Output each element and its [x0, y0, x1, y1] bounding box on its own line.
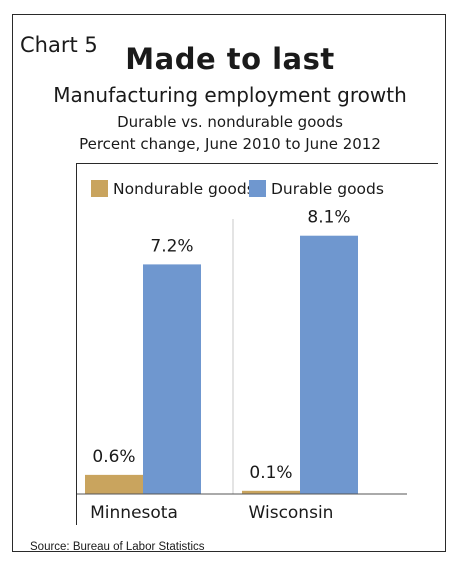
legend-swatch-nondurable [91, 180, 108, 197]
data-label-wisconsin-nondurable: 0.1% [249, 463, 292, 483]
chart-subtitle: Manufacturing employment growth [53, 83, 407, 107]
category-label-wisconsin: Wisconsin [249, 503, 334, 523]
source-note: Source: Bureau of Labor Statistics [30, 541, 205, 553]
legend-label-durable: Durable goods [271, 180, 384, 198]
bar-wisconsin-durable [300, 235, 358, 494]
chart-description: Durable vs. nondurable goods [117, 113, 343, 131]
bar-minnesota-durable [143, 264, 201, 494]
bar-wisconsin-nondurable [242, 490, 300, 494]
plot-area: Nondurable goods Durable goods 0.6% 7.2% Min… [76, 163, 438, 525]
data-label-wisconsin-durable: 8.1% [307, 208, 350, 228]
data-label-minnesota-durable: 7.2% [150, 236, 193, 256]
chart-measure: Percent change, June 2010 to June 2012 [79, 135, 381, 153]
legend-swatch-durable [249, 180, 266, 197]
bar-minnesota-nondurable [85, 474, 143, 494]
data-label-minnesota-nondurable: 0.6% [92, 447, 135, 467]
bar-chart: Nondurable goods Durable goods 0.6% 7.2% Min… [77, 180, 407, 523]
chart-number: Chart 5 [20, 33, 98, 57]
chart-frame [12, 14, 446, 552]
category-label-minnesota: Minnesota [90, 503, 178, 523]
legend-label-nondurable: Nondurable goods [113, 180, 255, 198]
chart-title: Made to last [125, 42, 335, 76]
